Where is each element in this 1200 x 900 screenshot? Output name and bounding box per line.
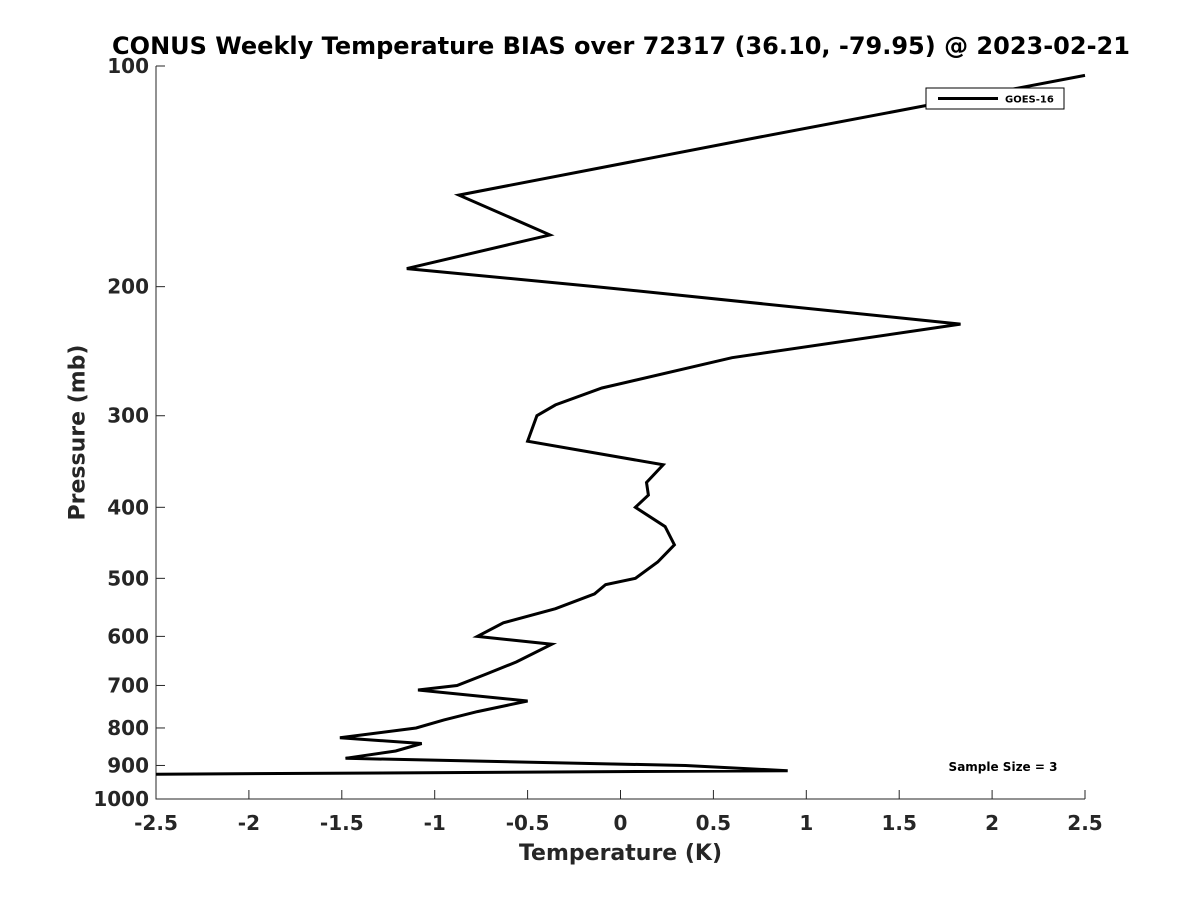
x-tick-label: 0 — [614, 811, 628, 835]
sample-size-annotation: Sample Size = 3 — [949, 760, 1058, 774]
x-tick-label: 1.5 — [881, 811, 916, 835]
x-tick-label: 0.5 — [696, 811, 731, 835]
y-tick-label: 800 — [107, 716, 149, 740]
x-tick-label: 1 — [799, 811, 813, 835]
x-tick-label: -2.5 — [134, 811, 178, 835]
series-line-goes-16 — [155, 73, 1086, 776]
x-tick-label: -1.5 — [320, 811, 364, 835]
y-axis-label: Pressure (mb) — [66, 345, 91, 521]
legend: GOES-16 — [925, 87, 1065, 110]
x-axis-label: Temperature (K) — [519, 841, 722, 866]
y-tick-label: 1000 — [93, 787, 149, 811]
y-tick-label: 200 — [107, 275, 149, 299]
y-tick-label: 100 — [107, 54, 149, 78]
y-tick-label: 600 — [107, 624, 149, 648]
y-tick-label: 300 — [107, 404, 149, 428]
y-tick-label: 700 — [107, 673, 149, 697]
x-tick-label: -1 — [424, 811, 446, 835]
y-tick-label: 900 — [107, 753, 149, 777]
y-tick-label: 400 — [107, 495, 149, 519]
legend-label-goes-16: GOES-16 — [1005, 95, 1054, 106]
chart-title: CONUS Weekly Temperature BIAS over 72317… — [112, 32, 1130, 60]
x-tick-label: -0.5 — [506, 811, 550, 835]
y-axis: 100 200 300 400 500 600 700 800 900 1000 — [93, 54, 165, 811]
x-tick-label: 2.5 — [1067, 811, 1102, 835]
x-axis: -2.5 -2 -1.5 -1 -0.5 0 0.5 1 1.5 2 2.5 — [134, 790, 1103, 835]
x-tick-label: -2 — [238, 811, 260, 835]
y-tick-label: 500 — [107, 566, 149, 590]
x-tick-label: 2 — [985, 811, 999, 835]
